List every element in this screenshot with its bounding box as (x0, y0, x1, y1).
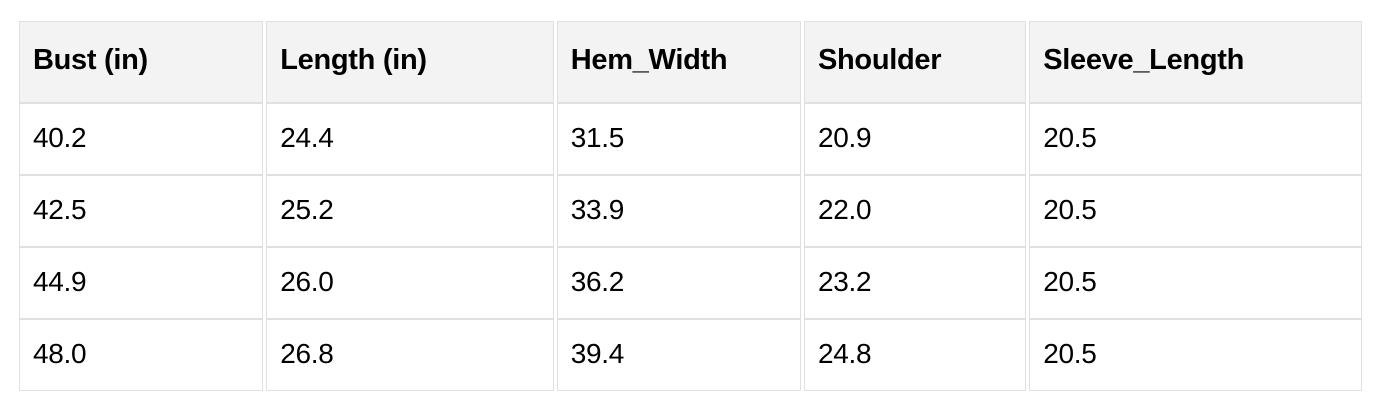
table-row: 48.0 26.8 39.4 24.8 20.5 (19, 319, 1362, 391)
table-cell: 31.5 (556, 103, 801, 175)
table-row: 40.2 24.4 31.5 20.9 20.5 (19, 103, 1362, 175)
table-cell: 24.4 (266, 103, 554, 175)
table-cell: 25.2 (266, 175, 554, 247)
table-cell: 33.9 (556, 175, 801, 247)
column-header-sleeve-length: Sleeve_Length (1029, 21, 1362, 103)
column-header-shoulder: Shoulder (803, 21, 1027, 103)
size-chart-table-container: Bust (in) Length (in) Hem_Width Shoulder Sle… (16, 21, 1365, 391)
table-cell: 20.5 (1029, 319, 1362, 391)
table-cell: 40.2 (19, 103, 264, 175)
table-cell: 36.2 (556, 247, 801, 319)
table-cell: 24.8 (803, 319, 1027, 391)
table-header: Bust (in) Length (in) Hem_Width Shoulder Sle… (19, 21, 1362, 103)
table-cell: 26.0 (266, 247, 554, 319)
table-cell: 20.5 (1029, 103, 1362, 175)
column-header-bust-in: Bust (in) (19, 21, 264, 103)
table-cell: 23.2 (803, 247, 1027, 319)
table-row: 44.9 26.0 36.2 23.2 20.5 (19, 247, 1362, 319)
table-row: 42.5 25.2 33.9 22.0 20.5 (19, 175, 1362, 247)
table-cell: 39.4 (556, 319, 801, 391)
table-cell: 20.5 (1029, 175, 1362, 247)
table-cell: 20.9 (803, 103, 1027, 175)
column-header-hem-width: Hem_Width (556, 21, 801, 103)
table-cell: 26.8 (266, 319, 554, 391)
header-row: Bust (in) Length (in) Hem_Width Shoulder Sle… (19, 21, 1362, 103)
table-cell: 22.0 (803, 175, 1027, 247)
table-cell: 42.5 (19, 175, 264, 247)
column-header-length-in: Length (in) (266, 21, 554, 103)
table-body: 40.2 24.4 31.5 20.9 20.5 42.5 25.2 33.9 22.0 20.5… (19, 103, 1362, 391)
table-cell: 44.9 (19, 247, 264, 319)
size-chart-table: Bust (in) Length (in) Hem_Width Shoulder Sle… (16, 21, 1365, 391)
table-cell: 48.0 (19, 319, 264, 391)
table-cell: 20.5 (1029, 247, 1362, 319)
